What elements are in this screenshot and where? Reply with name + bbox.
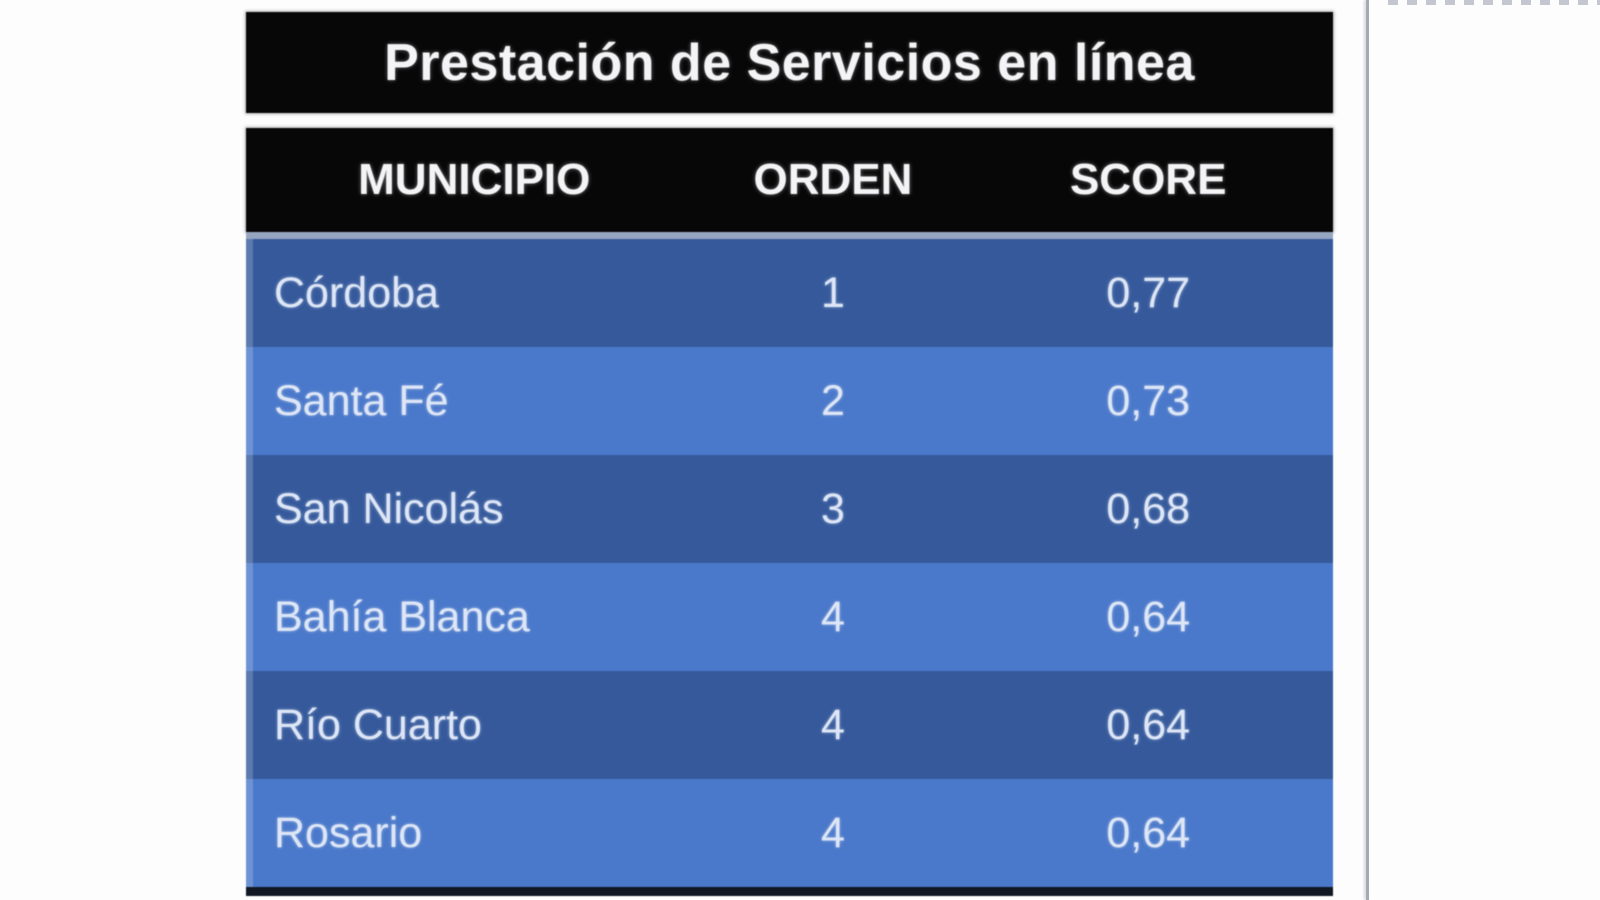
cell-municipio: Río Cuarto: [274, 700, 482, 749]
table-title-band: Prestación de Servicios en línea: [246, 12, 1333, 113]
cell-orden: 4: [821, 592, 845, 641]
table-row-rio-cuarto: Río Cuarto 4 0,64: [246, 671, 1333, 779]
cell-municipio: San Nicolás: [274, 484, 504, 533]
cell-score: 0,64: [1106, 592, 1191, 641]
cell-score: 0,73: [1106, 376, 1191, 425]
cell-score: 0,77: [1106, 268, 1191, 317]
table-row-rosario: Rosario 4 0,64: [246, 779, 1333, 887]
ranking-table: Prestación de Servicios en línea MUNICIP…: [246, 12, 1333, 896]
cell-score: 0,64: [1106, 700, 1191, 749]
table-header-row: MUNICIPIO ORDEN SCORE: [246, 128, 1333, 232]
column-header-score: SCORE: [1069, 155, 1227, 204]
cell-orden: 4: [821, 700, 845, 749]
cell-orden: 1: [821, 268, 845, 317]
cell-score: 0,68: [1106, 484, 1191, 533]
cell-orden: 4: [821, 808, 845, 857]
cell-municipio: Bahía Blanca: [274, 592, 530, 641]
cell-score: 0,64: [1106, 808, 1191, 857]
column-header-orden: ORDEN: [753, 155, 913, 204]
cell-municipio: Rosario: [274, 808, 423, 857]
cell-municipio: Córdoba: [274, 268, 439, 317]
table-title: Prestación de Servicios en línea: [384, 33, 1195, 92]
top-edge-dashes: [1388, 0, 1600, 5]
column-header-municipio: MUNICIPIO: [358, 155, 591, 204]
table-row-san-nicolas: San Nicolás 3 0,68: [246, 455, 1333, 563]
table-row-bahia-blanca: Bahía Blanca 4 0,64: [246, 563, 1333, 671]
table-row-cordoba: Córdoba 1 0,77: [246, 239, 1333, 347]
cell-orden: 3: [821, 484, 845, 533]
vertical-divider-line: [1366, 0, 1369, 900]
table-body: Córdoba 1 0,77 Santa Fé 2 0,73 San Nicol…: [246, 232, 1333, 896]
table-row-santa-fe: Santa Fé 2 0,73: [246, 347, 1333, 455]
cell-municipio: Santa Fé: [274, 376, 449, 425]
cell-orden: 2: [821, 376, 845, 425]
